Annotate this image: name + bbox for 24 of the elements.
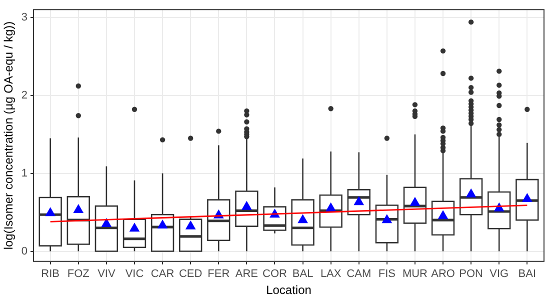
x-tick-label: CAR (150, 268, 174, 280)
x-tick-label: ARE (235, 268, 258, 280)
x-tick-label: ARO (431, 268, 456, 280)
x-tick-label: RIB (41, 268, 60, 280)
x-tick-label: MUR (402, 268, 428, 280)
x-tick-label: FOZ (67, 268, 90, 280)
x-tick-label: BAI (518, 268, 536, 280)
x-tick-label: PON (459, 268, 484, 280)
y-tick-label: 2 (21, 89, 28, 102)
x-tick-label: LAX (320, 268, 342, 280)
x-tick-label: VIG (490, 268, 509, 280)
x-tick-label: FIS (378, 268, 396, 280)
y-tick-label: 1 (21, 167, 28, 180)
y-axis-title: log(Isomer concentration (µg OA-equ / kg)) (2, 21, 16, 250)
y-tick-label: 3 (21, 11, 28, 24)
x-tick-label: VIC (125, 268, 144, 280)
x-tick-label: CED (178, 268, 202, 280)
x-tick-label: CAM (346, 268, 372, 280)
x-tick-label: FER (208, 268, 230, 280)
x-tick-label: COR (262, 268, 288, 280)
x-tick-label: VIV (98, 268, 116, 280)
x-axis-title: Location (266, 283, 312, 298)
y-tick-label: 0 (21, 245, 28, 258)
x-tick-label: BAL (292, 268, 314, 280)
